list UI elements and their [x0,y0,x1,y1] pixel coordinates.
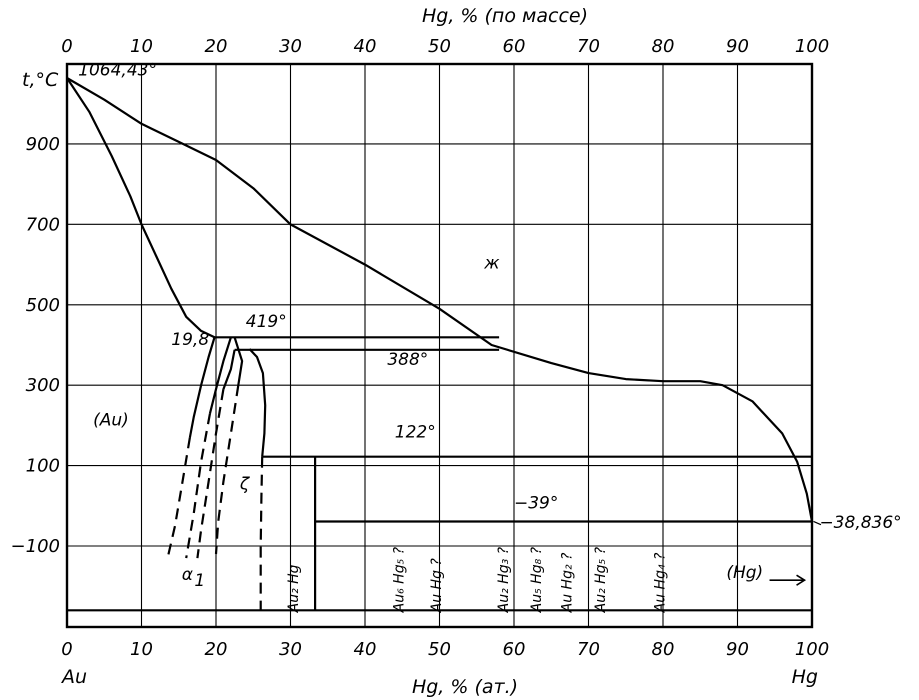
annotation-label: 419° [246,312,287,332]
y-axis-tick-label: 300 [26,375,60,396]
bottom-axis-tick-label: 20 [205,639,228,660]
bottom-axis-tick-label: 50 [428,639,451,660]
series-solvus-au [188,336,216,438]
grid [65,62,814,629]
top-axis-title: Hg, % (по массе) [422,5,588,27]
y-axis-tick-label: −100 [11,536,60,557]
annotation-label: 19,8 [171,330,209,350]
annotation-label: 1 [194,571,205,591]
bottom-axis-tick-label: 100 [795,639,829,660]
bottom-axis-tick-label: 10 [130,639,153,660]
phase-labels: Au₂ Hg Au₆ Hg₅ ? Au Hg ? Au₂ Hg₃ ? Au₅ Hg₈ ?… [286,546,669,613]
bottom-right-end-label: Hg [792,666,818,688]
top-axis-tick-label: 0 [61,36,72,57]
series-liquidus [66,77,814,522]
top-axis-tick-label: 10 [130,36,153,57]
bottom-axis-tick-label: 0 [61,639,72,660]
bottom-axis-title: Hg, % (ат.) [412,676,518,698]
top-axis-tick-label: 70 [577,36,600,57]
bottom-axis-tick-label: 60 [503,639,526,660]
y-axis-title: t,°C [22,69,59,91]
top-axis-tick-label: 100 [795,36,829,57]
hg-arrow-head [796,574,807,586]
annotation-label: −39° [514,494,558,514]
phase-label: Au₂ Hg [286,564,302,613]
series-zeta-left [233,336,244,386]
annotations: 1064,43° 419° 388° 19,8 122° −39° −38,836° ж (Au… [78,61,902,592]
annotation-label: ж [483,254,500,274]
y-axis-tick-label: 500 [26,295,60,316]
series-alpha1-left [208,336,232,414]
phase-label: Au₅ Hg₈ ? [529,546,545,613]
annotation-label: (Hg) [726,563,763,583]
decorations [769,520,822,586]
series-alpha1-right-dashed [196,389,225,559]
annotation-label: −38,836° [819,513,901,533]
top-axis-tick-label: 30 [279,36,302,57]
bottom-axis-tick-label: 90 [726,639,749,660]
top-axis-tick-label: 40 [354,36,377,57]
phase-label: Au₂ Hg₅ ? [593,546,609,613]
bottom-axis-tick-label: 80 [652,639,675,660]
bottom-axis-tick-label: 30 [279,639,302,660]
annotation-label: 388° [387,350,428,370]
bottom-axis-tick-label: 40 [354,639,377,660]
series-zeta-right [248,348,267,457]
axis-ticks: 0 10 20 30 40 50 60 70 80 90 100 0 10 20 30 40 50 60 70 80 9… [11,36,830,660]
phase-label: Au₂ Hg₃ ? [496,546,512,613]
series-solvus-au-dashed [166,437,191,559]
series-zeta-left-dashed [214,385,240,555]
annotation-label: (Au) [93,410,129,430]
phase-label: Au Hg₂ ? [559,552,575,613]
y-axis-tick-label: 700 [26,214,60,235]
annotation-label: 122° [395,422,436,442]
series-alpha1-right [222,349,236,390]
annotation-label: ζ [239,475,251,495]
phase-label: Au Hg ? [429,558,445,614]
series-alpha1-left-dashed [185,413,212,559]
phase-label: Au Hg₄ ? [652,552,668,613]
top-axis-tick-label: 90 [726,36,749,57]
annotation-label: α [182,565,193,585]
y-axis-tick-label: 100 [26,456,60,477]
annotation-label: 1064,43° [78,61,157,81]
bottom-axis-tick-label: 70 [577,639,600,660]
series-lines [66,77,814,612]
top-axis-tick-label: 80 [652,36,675,57]
series-zeta-right-dashed [259,456,264,611]
phase-label: Au₆ Hg₅ ? [392,546,408,613]
top-axis-tick-label: 20 [205,36,228,57]
top-axis-tick-label: 50 [428,36,451,57]
series-solidus [66,77,215,339]
bottom-left-end-label: Au [60,666,87,688]
annotation-leader [813,520,822,526]
top-axis-tick-label: 60 [503,36,526,57]
y-axis-tick-label: 900 [26,134,60,155]
